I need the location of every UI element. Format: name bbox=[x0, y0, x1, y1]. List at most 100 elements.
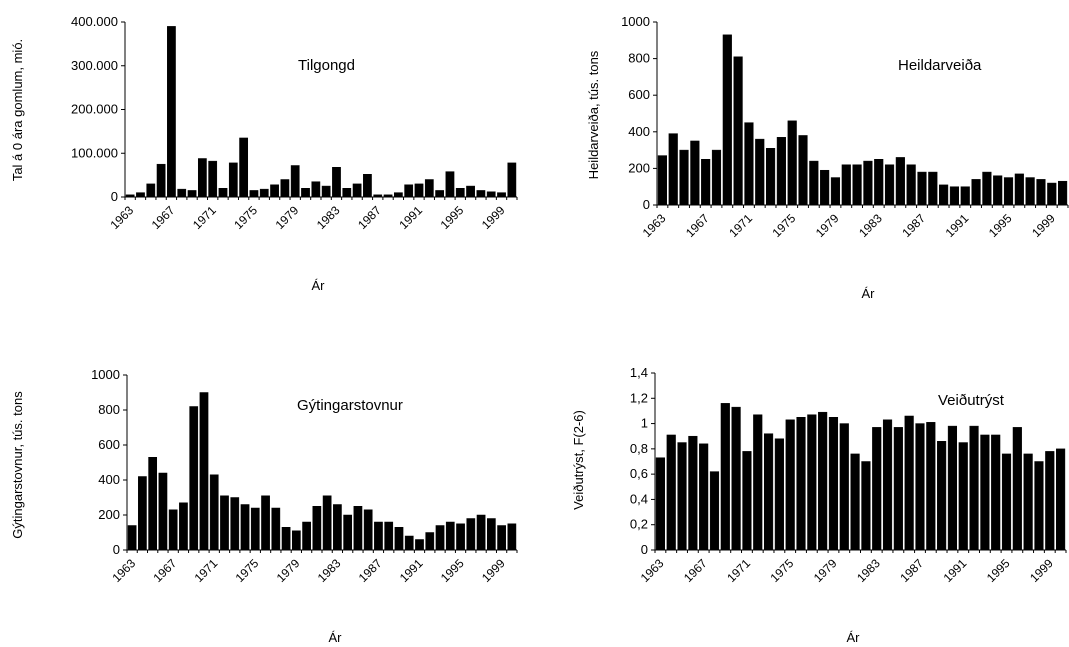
bar-1972 bbox=[755, 138, 765, 206]
bar-1971 bbox=[744, 122, 754, 206]
bar-1978 bbox=[280, 179, 290, 198]
x-tick-label: 1971 bbox=[724, 556, 753, 585]
bar-1970 bbox=[733, 56, 743, 206]
chart-panel-1: 0 100.000 200.000 300.000 400.000 1963 1967 197… bbox=[10, 14, 518, 293]
bar-1992 bbox=[969, 425, 979, 551]
y-tick-label: 1,2 bbox=[630, 390, 648, 405]
x-tick-label: 1975 bbox=[768, 556, 797, 585]
bar-1989 bbox=[394, 527, 404, 551]
y-tick-label: 0,4 bbox=[630, 491, 648, 506]
bar-1996 bbox=[466, 185, 475, 198]
bar-1967 bbox=[167, 26, 176, 198]
bar-1985 bbox=[352, 183, 362, 198]
bar-1980 bbox=[841, 164, 851, 206]
bar-1990 bbox=[404, 535, 414, 551]
x-tick-label: 1983 bbox=[854, 556, 883, 585]
bar-1994 bbox=[991, 434, 1001, 551]
bar-1992 bbox=[971, 179, 981, 206]
bar-1978 bbox=[818, 411, 828, 551]
x-tick-label: 1999 bbox=[1029, 211, 1058, 240]
y-tick-label: 600 bbox=[98, 437, 120, 452]
x-tick-label: 1991 bbox=[943, 211, 972, 240]
bar-1966 bbox=[156, 163, 166, 198]
bar-1965 bbox=[148, 457, 158, 551]
x-tick-label: 1967 bbox=[149, 203, 178, 232]
bar-1974 bbox=[239, 137, 249, 198]
chart-panel-2: 0 200 400 600 800 1000 1963 1967 1971 1975 1979 198… bbox=[586, 14, 1069, 301]
x-tick-label: 1991 bbox=[941, 556, 970, 585]
bar-1997 bbox=[476, 514, 486, 551]
bar-1996 bbox=[466, 518, 476, 551]
x-tick-label: 1999 bbox=[479, 556, 508, 585]
y-tick-label: 400 bbox=[98, 472, 120, 487]
bar-1967 bbox=[699, 443, 709, 551]
x-tick-label: 1995 bbox=[438, 556, 467, 585]
bar-1968 bbox=[711, 149, 722, 206]
x-tick-label: 1963 bbox=[638, 556, 667, 585]
y-tick-label: 0,6 bbox=[630, 466, 648, 481]
x-tick-label: 1979 bbox=[274, 556, 303, 585]
x-tick-label: 1983 bbox=[315, 556, 344, 585]
x-tick-label: 1991 bbox=[396, 203, 425, 232]
bar-1972 bbox=[753, 414, 763, 551]
y-tick-label: 800 bbox=[628, 51, 650, 66]
bar-1993 bbox=[982, 171, 992, 206]
bar-2000 bbox=[1058, 180, 1068, 206]
bar-1973 bbox=[230, 497, 240, 551]
bar-1971 bbox=[208, 160, 218, 198]
bar-1980 bbox=[839, 423, 849, 551]
y-tick-label: 200.000 bbox=[71, 102, 118, 117]
bar-1980 bbox=[301, 188, 310, 198]
bar-1979 bbox=[290, 165, 300, 198]
chart-title: Tilgongd bbox=[298, 57, 355, 74]
x-tick-label: 1963 bbox=[107, 203, 136, 232]
bar-1975 bbox=[785, 419, 795, 551]
x-tick-label: 1967 bbox=[683, 211, 712, 240]
bar-1991 bbox=[960, 186, 970, 206]
bar-1973 bbox=[763, 433, 774, 551]
bar-1963 bbox=[655, 457, 665, 551]
bar-1974 bbox=[774, 438, 784, 551]
x-tick-label: 1995 bbox=[984, 556, 1013, 585]
bar-1993 bbox=[980, 434, 990, 551]
bar-1999 bbox=[497, 525, 506, 551]
bar-1986 bbox=[363, 509, 373, 551]
x-axis-title: Ár bbox=[862, 286, 876, 301]
x-tick-label: 1995 bbox=[986, 211, 1015, 240]
bar-1999 bbox=[1045, 451, 1055, 551]
bar-1970 bbox=[199, 392, 209, 551]
bar-1972 bbox=[218, 188, 228, 198]
bar-1990 bbox=[947, 425, 958, 551]
bar-1987 bbox=[917, 171, 927, 206]
x-tick-label: 1987 bbox=[897, 556, 926, 585]
bar-1983 bbox=[874, 159, 884, 206]
bar-1982 bbox=[321, 185, 331, 198]
bar-1965 bbox=[679, 149, 689, 206]
bar-1993 bbox=[435, 190, 445, 198]
bar-1979 bbox=[291, 530, 301, 551]
bar-1980 bbox=[302, 521, 311, 551]
x-tick-label: 1971 bbox=[190, 203, 219, 232]
bar-1976 bbox=[796, 417, 806, 551]
bar-1990 bbox=[404, 184, 414, 198]
bar-1999 bbox=[1047, 182, 1057, 206]
bar-1984 bbox=[882, 419, 893, 551]
bar-1974 bbox=[240, 504, 250, 551]
bar-1982 bbox=[861, 461, 871, 551]
bar-1996 bbox=[1014, 173, 1024, 206]
bar-1966 bbox=[690, 140, 700, 206]
x-tick-label: 1967 bbox=[151, 556, 180, 585]
chart-panel-3: 0 200 400 600 800 1000 1963 1967 1971 1975 1979 198… bbox=[10, 367, 518, 645]
x-tick-label: 1983 bbox=[314, 203, 343, 232]
bar-1965 bbox=[677, 442, 687, 551]
bar-1968 bbox=[709, 471, 720, 551]
bar-2000 bbox=[507, 162, 517, 198]
bar-1997 bbox=[1023, 453, 1033, 551]
bar-1970 bbox=[197, 158, 207, 198]
bar-1985 bbox=[893, 427, 903, 551]
y-tick-label: 600 bbox=[628, 87, 650, 102]
x-tick-label: 1975 bbox=[233, 556, 262, 585]
bar-1981 bbox=[852, 164, 862, 206]
x-axis-title: Ár bbox=[847, 630, 861, 645]
bar-1975 bbox=[249, 190, 259, 198]
